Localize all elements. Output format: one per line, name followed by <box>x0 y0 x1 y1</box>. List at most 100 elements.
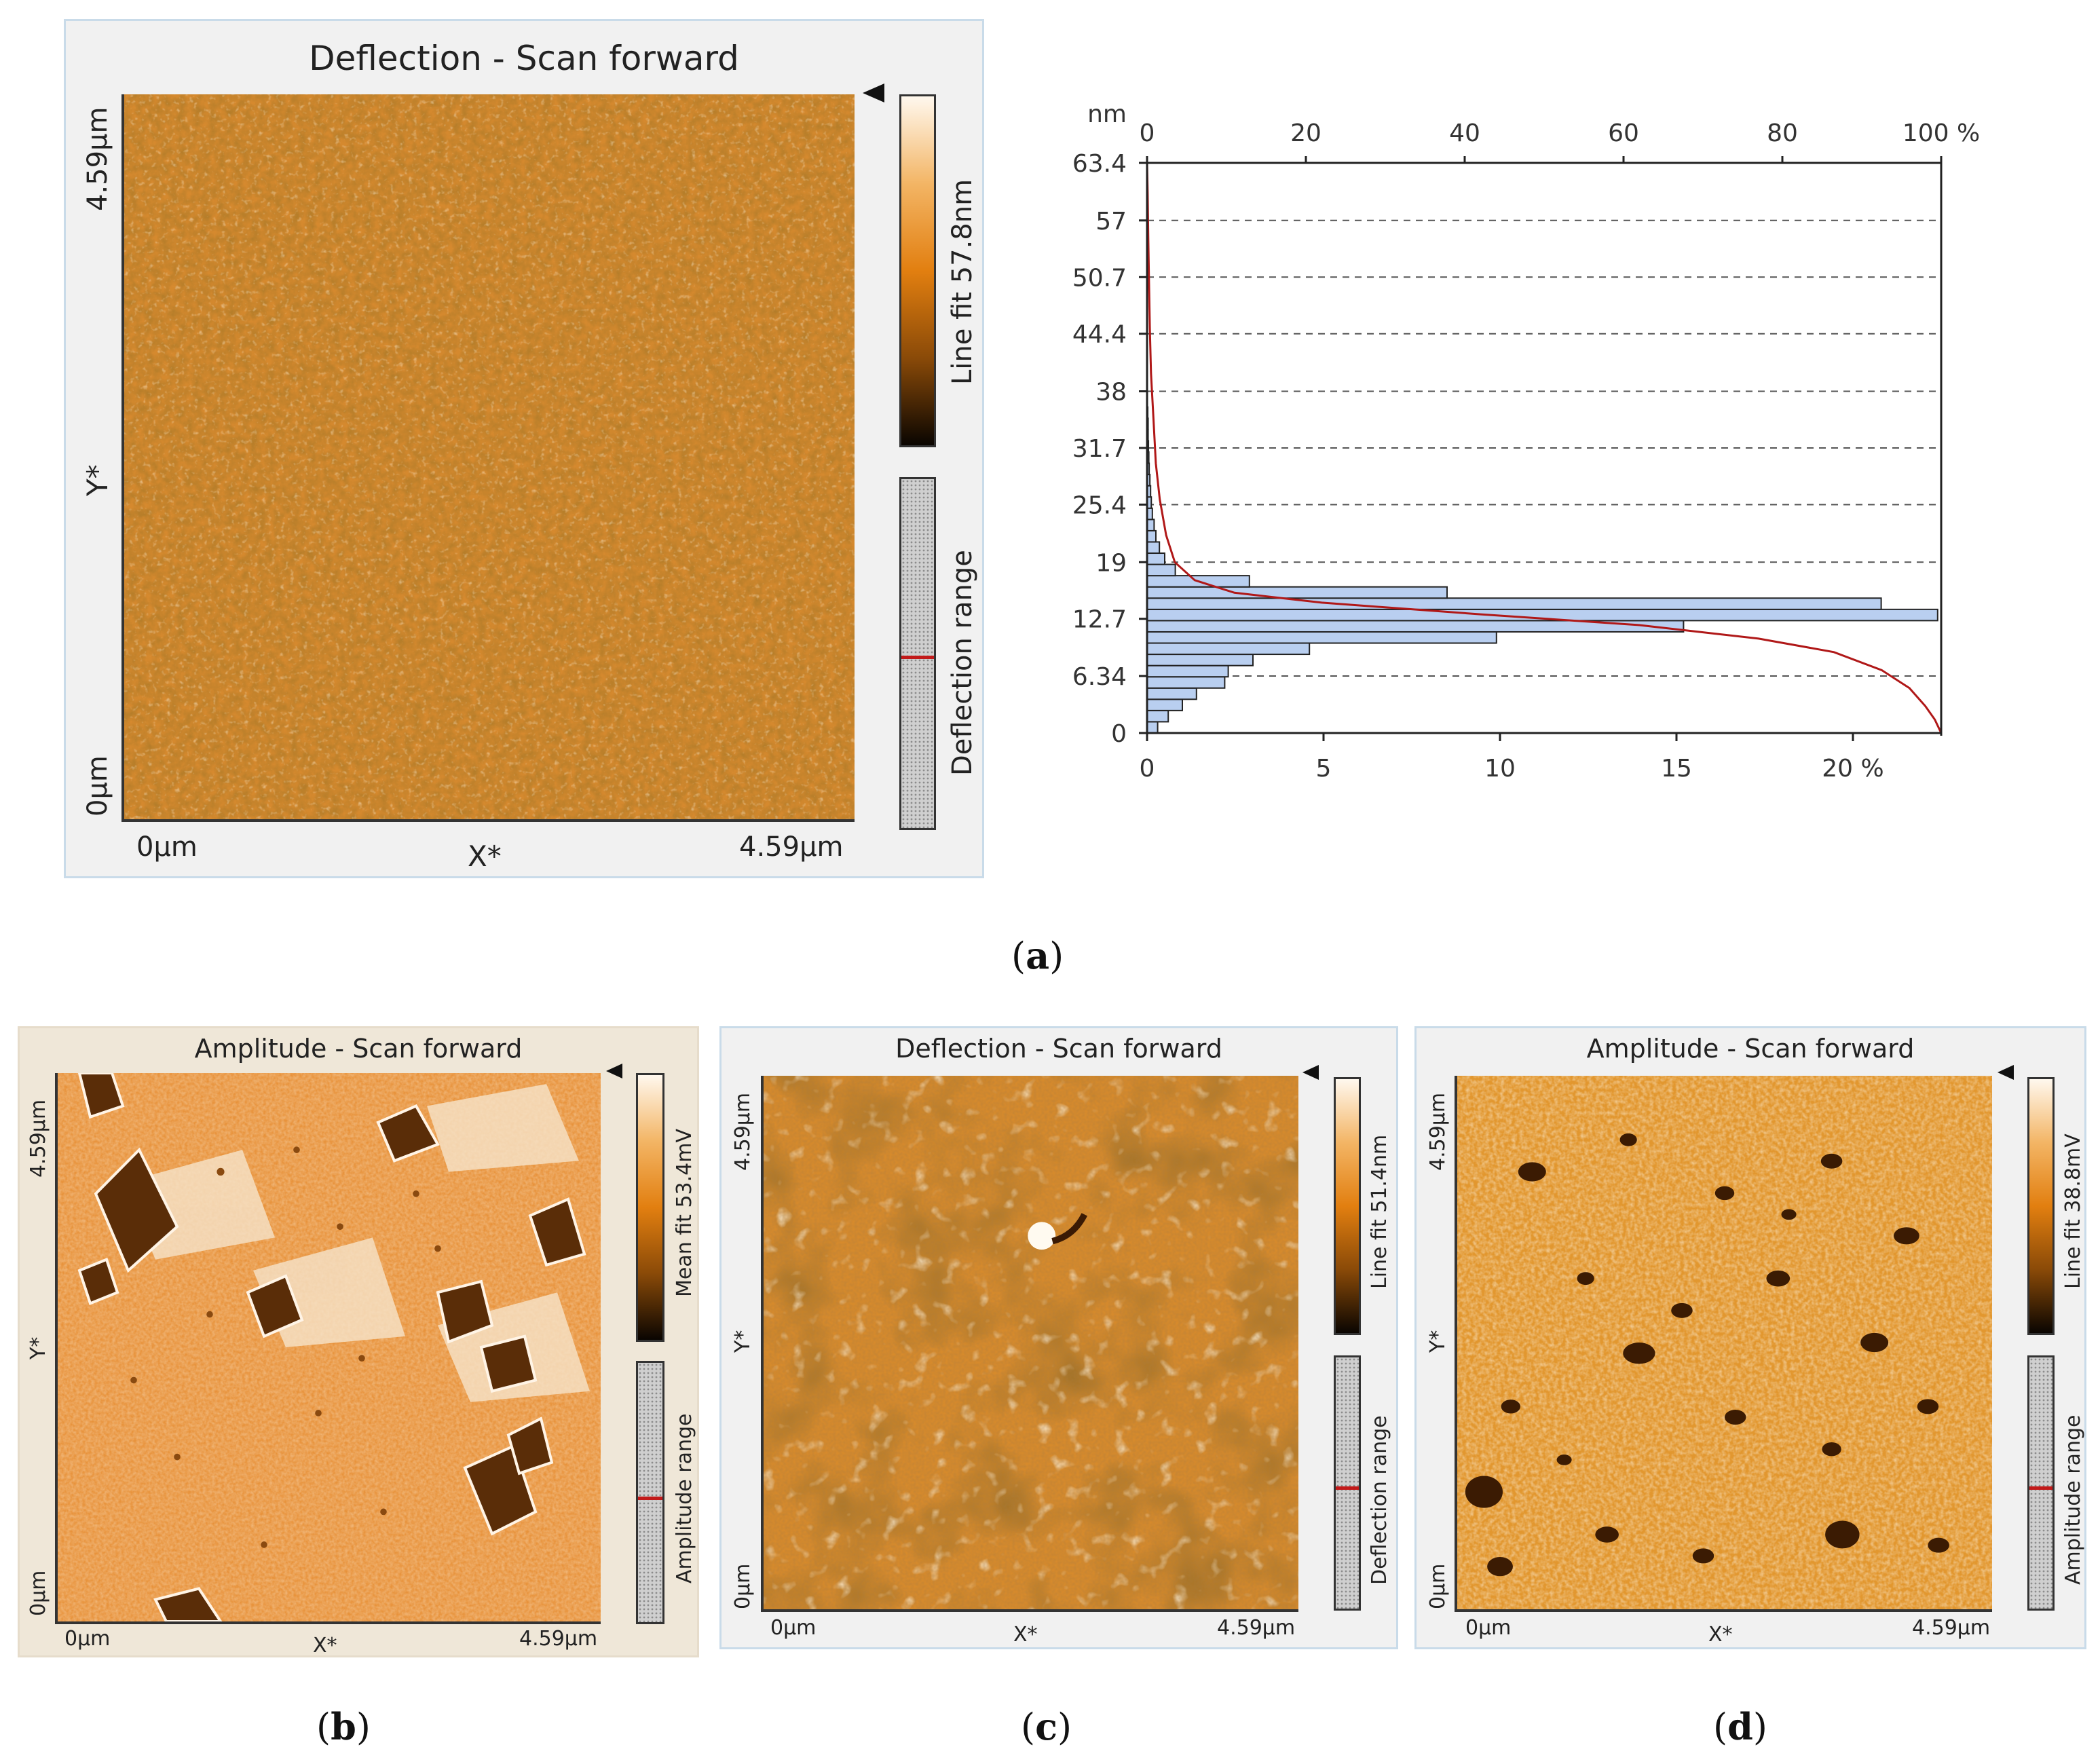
top-tick-label-2: 40 <box>1449 119 1480 147</box>
panel-c-window: Deflection - Scan forward <box>719 1026 1398 1649</box>
y-tick-label-3: 44.4 <box>1072 321 1127 349</box>
panel-d-title: Amplitude - Scan forward <box>1586 1034 1915 1064</box>
histogram-bar-4 <box>1146 676 1226 689</box>
y-tick-label-10: 0 <box>1111 720 1127 748</box>
y-tick-label-2: 50.7 <box>1072 264 1127 292</box>
y-tick-label-6: 25.4 <box>1072 491 1127 519</box>
panel-d-marker-icon <box>1998 1065 2014 1080</box>
panel-d-scan-image[interactable] <box>1455 1076 1992 1612</box>
panel-d-x-left-label: 0µm <box>1465 1616 1512 1640</box>
histogram-bar-3 <box>1146 687 1197 700</box>
caption-a: (a) <box>1011 934 1064 977</box>
panel-a-y-axis-label: Y* <box>81 464 114 496</box>
histogram-bar-1 <box>1146 709 1169 723</box>
y-tick-label-9: 6.34 <box>1072 663 1127 691</box>
panel-b-range-label: Amplitude range <box>673 1413 696 1583</box>
panel-b-x-left-label: 0µm <box>64 1627 111 1651</box>
caption-d: (d) <box>1713 1705 1767 1748</box>
caption-b: (b) <box>316 1705 371 1748</box>
panel-b-y-top-label: 4.59µm <box>26 1099 50 1178</box>
panel-d-y-bottom-label: 0µm <box>1426 1563 1450 1609</box>
top-tick-label-0: 0 <box>1140 119 1155 147</box>
panel-a-x-right-label: 4.59µm <box>739 831 844 863</box>
panel-a-marker-icon <box>863 83 884 102</box>
histogram-bar-5 <box>1146 664 1229 678</box>
top-tick-label-1: 20 <box>1290 119 1321 147</box>
caption-c: (c) <box>1021 1705 1072 1748</box>
y-tick-label-8: 12.7 <box>1072 606 1127 634</box>
histogram-bar-7 <box>1146 642 1311 656</box>
panel-d-colorbar-label: Line fit 38.8mV <box>2061 1133 2085 1289</box>
panel-b-y-bottom-label: 0µm <box>26 1570 50 1616</box>
panel-c-y-top-label: 4.59µm <box>731 1092 755 1171</box>
panel-c-colorbar <box>1334 1077 1361 1335</box>
histogram-bar-12 <box>1146 586 1448 599</box>
histogram-bar-2 <box>1146 698 1183 711</box>
height-histogram-chart: 63.4 57 50.7 44.4 38 31.7 25.4 19 12.7 6.34 0 nm 0 20… <box>1072 100 1980 783</box>
panel-d-window: Amplitude - Scan forward <box>1414 1026 2086 1649</box>
panel-c-x-axis-label: X* <box>1013 1623 1038 1647</box>
panel-b-scan-image[interactable] <box>55 1073 601 1624</box>
panel-c-title: Deflection - Scan forward <box>895 1034 1222 1064</box>
panel-a-colorbar <box>899 94 936 447</box>
panel-b-title: Amplitude - Scan forward <box>194 1034 523 1064</box>
histogram-bar-16 <box>1146 541 1161 555</box>
panel-d-colorbar <box>2027 1077 2055 1335</box>
panel-c-x-right-label: 4.59µm <box>1217 1616 1296 1640</box>
bottom-tick-label-2: 10 <box>1484 755 1516 783</box>
panel-a-colorbar-label: Line fit 57.8nm <box>947 179 978 385</box>
histogram-bar-8 <box>1146 631 1497 644</box>
panel-c-x-left-label: 0µm <box>770 1616 817 1640</box>
panel-a-range-marker[interactable] <box>901 656 934 660</box>
bottom-tick-label-0: 0 <box>1140 755 1155 783</box>
bottom-tick-label-1: 5 <box>1316 755 1332 783</box>
histogram-bar-11 <box>1146 597 1882 610</box>
panel-c-y-axis-label: Y* <box>731 1330 755 1353</box>
histogram-bar-18 <box>1146 519 1155 531</box>
y-tick-label-7: 19 <box>1095 549 1127 577</box>
y-tick-label-1: 57 <box>1095 208 1127 236</box>
histogram-bar-0 <box>1146 721 1159 734</box>
panel-d-range-marker[interactable] <box>2029 1486 2052 1490</box>
top-tick-label-3: 60 <box>1608 119 1639 147</box>
histogram-bar-14 <box>1146 563 1176 577</box>
panel-c-range-label: Deflection range <box>1368 1415 1391 1585</box>
panel-b-y-axis-label: Y* <box>26 1336 50 1359</box>
panel-a-title: Deflection - Scan forward <box>309 39 739 78</box>
panel-c-scan-image[interactable] <box>761 1076 1298 1612</box>
panel-a-y-top-label: 4.59µm <box>82 107 113 211</box>
panel-b-x-right-label: 4.59µm <box>519 1627 598 1651</box>
panel-b-window: Amplitude - Scan forward <box>18 1026 699 1657</box>
panel-d-range-slider[interactable] <box>2027 1355 2055 1611</box>
panel-a-range-slider[interactable] <box>899 477 936 830</box>
panel-a-range-label: Deflection range <box>947 550 978 776</box>
panel-b-colorbar <box>636 1073 664 1342</box>
panel-d-range-label: Amplitude range <box>2061 1414 2085 1585</box>
panel-b-range-marker[interactable] <box>638 1496 662 1500</box>
panel-b-colorbar-label: Mean fit 53.4mV <box>673 1128 696 1297</box>
panel-a-window: Deflection - Scan forward 4.59µm Y* 0µm … <box>64 19 984 878</box>
bottom-tick-label-3: 15 <box>1661 755 1692 783</box>
panel-a-scan-image[interactable] <box>121 94 855 822</box>
y-tick-label-5: 31.7 <box>1072 435 1127 463</box>
panel-d-y-axis-label: Y* <box>1426 1330 1450 1353</box>
panel-d-y-top-label: 4.59µm <box>1426 1092 1450 1171</box>
histogram-bar-17 <box>1146 529 1157 543</box>
panel-c-marker-icon <box>1302 1065 1319 1080</box>
bottom-tick-label-4: 20 % <box>1822 755 1883 783</box>
panel-c-range-marker[interactable] <box>1336 1486 1359 1490</box>
panel-c-colorbar-label: Line fit 51.4nm <box>1368 1134 1391 1289</box>
panel-c-range-slider[interactable] <box>1334 1355 1361 1611</box>
panel-a-y-bottom-label: 0µm <box>82 755 113 817</box>
panel-a-x-axis-label: X* <box>468 840 502 873</box>
panel-c-y-bottom-label: 0µm <box>731 1563 755 1609</box>
histogram-bar-6 <box>1146 654 1254 667</box>
y-unit-label: nm <box>1087 100 1127 128</box>
top-tick-label-5: 100 % <box>1902 119 1980 147</box>
panel-d-x-right-label: 4.59µm <box>1912 1616 1991 1640</box>
cumulative-line <box>1146 162 1943 734</box>
panel-b-marker-icon <box>606 1064 622 1078</box>
panel-d-x-axis-label: X* <box>1708 1623 1733 1647</box>
panel-b-range-slider[interactable] <box>636 1361 664 1624</box>
panel-a-x-left-label: 0µm <box>136 831 198 863</box>
